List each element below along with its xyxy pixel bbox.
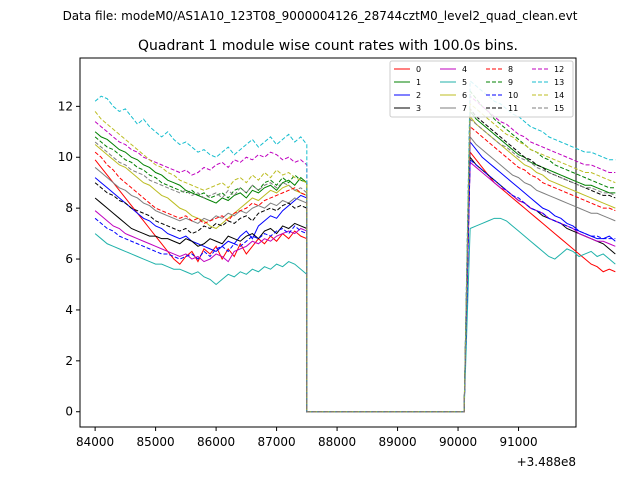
legend-label-14: 14 (554, 91, 564, 100)
legend-frame (389, 60, 574, 118)
axes-frame (79, 57, 577, 428)
x-tick-label: 87000 (257, 435, 295, 449)
series-line-4 (94, 161, 616, 413)
suptitle: Data file: modeM0/AS1A10_123T08_90000041… (63, 9, 578, 23)
series-line-7 (94, 135, 616, 413)
series-line-14 (94, 102, 616, 413)
series-line-15 (94, 118, 616, 413)
x-tick-label: 89000 (378, 435, 416, 449)
x-tick-label: 86000 (197, 435, 235, 449)
legend-label-8: 8 (508, 65, 513, 74)
y-tick-label: 2 (65, 354, 73, 368)
series-layer (94, 79, 616, 413)
legend-label-6: 6 (462, 91, 467, 100)
series-line-5 (94, 217, 616, 413)
legend-label-10: 10 (508, 91, 518, 100)
y-tick-label: 8 (65, 201, 73, 215)
legend-label-12: 12 (554, 65, 564, 74)
series-line-11 (94, 107, 616, 413)
y-tick-label: 10 (58, 150, 73, 164)
x-tick-label: 90000 (439, 435, 477, 449)
x-tick-label: 85000 (137, 435, 175, 449)
x-tick-label: 88000 (318, 435, 356, 449)
series-line-10 (94, 158, 616, 413)
legend-label-0: 0 (416, 65, 421, 74)
series-line-6 (94, 115, 616, 413)
x-tick-label: 91000 (499, 435, 537, 449)
x-tick-label: 84000 (76, 435, 114, 449)
legend-label-1: 1 (416, 78, 421, 87)
legend-label-7: 7 (462, 104, 467, 113)
series-line-1 (94, 110, 616, 413)
x-axis: 84000 85000 86000 87000 88000 89000 90000 91000 (76, 427, 538, 449)
y-tick-label: 12 (58, 99, 73, 113)
legend-label-5: 5 (462, 78, 467, 87)
legend-label-9: 9 (508, 78, 513, 87)
legend-label-3: 3 (416, 104, 421, 113)
x-offset-label: +3.488e8 (517, 455, 576, 469)
chart-title: Quadrant 1 module wise count rates with … (138, 38, 518, 54)
y-axis: 0 2 4 6 8 10 12 (58, 99, 80, 419)
series-line-3 (94, 155, 616, 413)
legend-label-11: 11 (508, 104, 518, 113)
legend-label-15: 15 (554, 104, 564, 113)
legend-label-2: 2 (416, 91, 421, 100)
y-tick-label: 0 (65, 405, 73, 419)
legend-label-4: 4 (462, 65, 467, 74)
y-tick-label: 6 (65, 252, 73, 266)
y-tick-label: 4 (65, 303, 73, 317)
legend-label-13: 13 (554, 78, 564, 87)
